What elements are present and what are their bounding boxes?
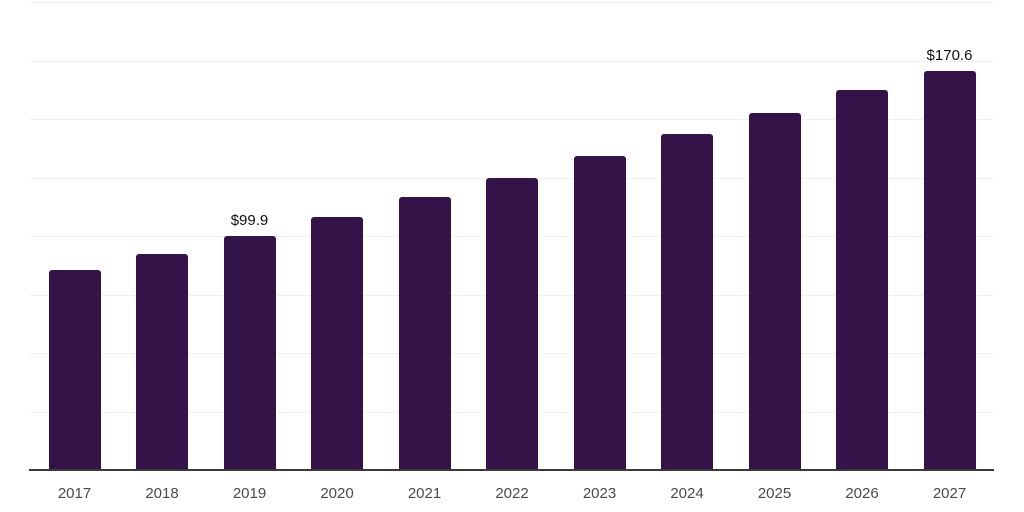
bar-2018 [136,254,188,470]
bar-2017 [48,270,101,470]
bar-2022 [486,178,538,470]
gridline [29,60,993,62]
x-tick-label: 2022 [495,485,529,502]
x-tick-label: 2027 [932,485,967,502]
gridline [29,2,993,3]
bar-value-label: $170.6 [926,47,973,64]
bar-2026 [836,90,888,470]
bar-2021 [398,197,451,470]
x-tick-label: 2018 [145,485,179,502]
x-tick-label: 2023 [582,485,617,502]
bar-2023 [573,156,626,470]
bar-2027 [923,71,976,470]
x-axis-line [29,469,994,471]
bar-2019 [223,236,276,470]
bar-value-label: $99.9 [230,212,269,229]
x-tick-label: 2024 [670,485,704,502]
bar-2020 [311,217,363,470]
gridline [29,119,993,120]
x-tick-label: 2019 [232,485,267,502]
x-tick-label: 2026 [845,485,879,502]
bar-2024 [661,134,713,470]
bar-2025 [748,113,801,470]
x-tick-label: 2025 [757,485,792,502]
x-tick-label: 2017 [57,485,92,502]
x-tick-label: 2020 [320,485,354,502]
x-tick-label: 2021 [407,485,442,502]
